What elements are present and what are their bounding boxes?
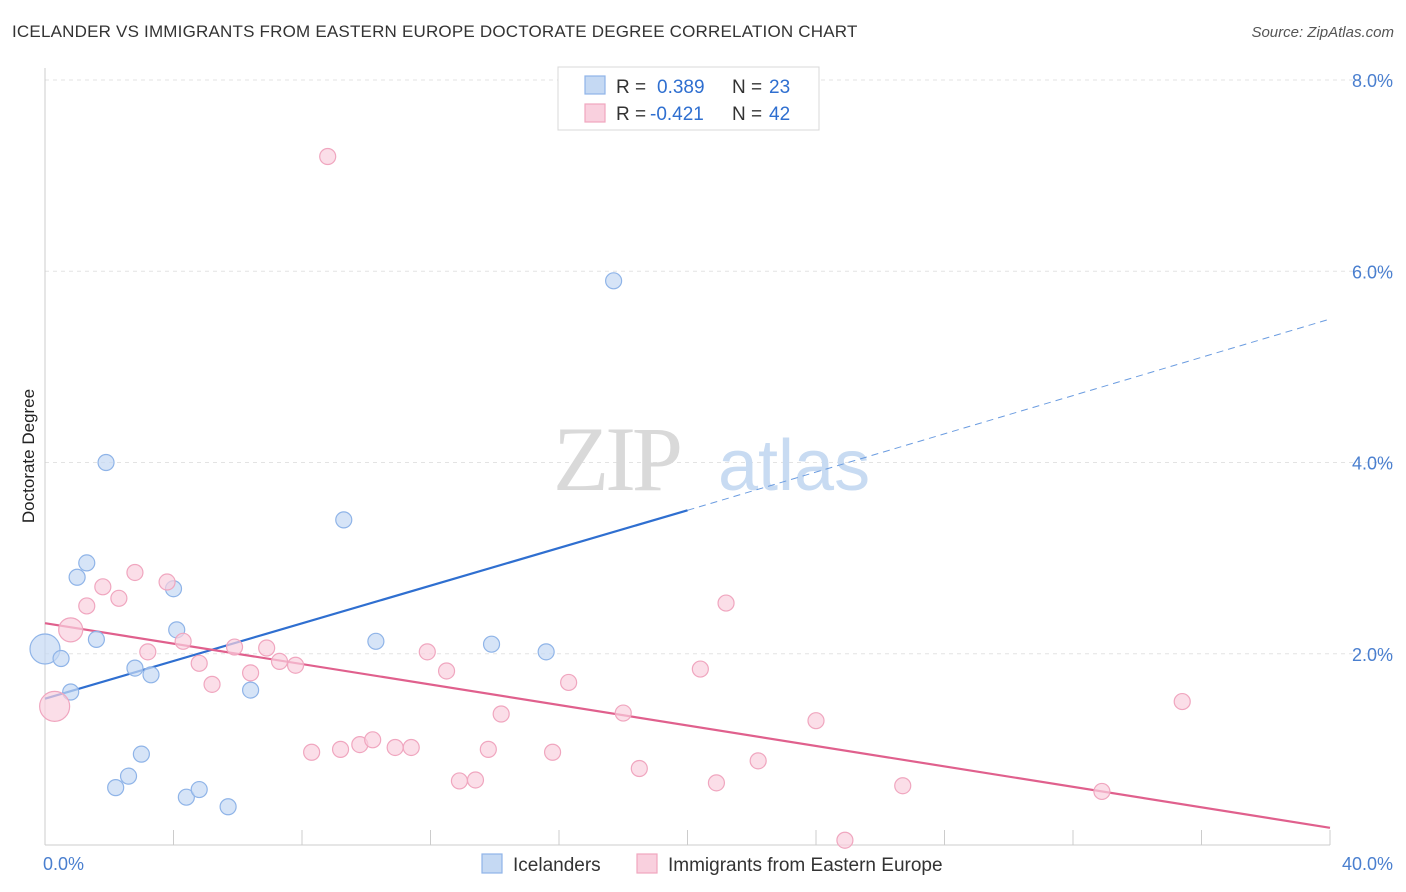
axes: [44, 68, 1331, 846]
bottom-legend-swatch-icelanders: [481, 853, 503, 874]
point-immigrants-35: [717, 594, 735, 612]
y-tick-label-2: 6.0%: [1352, 262, 1393, 282]
point-icelanders-16: [219, 798, 237, 816]
point-icelanders-6: [97, 453, 115, 472]
trend-line-immigrants: [44, 622, 1331, 829]
point-immigrants-38: [836, 831, 854, 849]
top-legend: R = 0.389 N = 23 R = -0.421 N = 42: [557, 66, 820, 131]
point-immigrants-18: [331, 740, 350, 758]
point-icelanders-3: [68, 568, 86, 586]
data-points: [29, 147, 1191, 849]
point-icelanders-8: [119, 767, 138, 785]
point-immigrants-15: [286, 656, 305, 674]
y-axis-title: Doctorate Degree: [19, 389, 38, 523]
trend-lines: [44, 318, 1331, 829]
point-icelanders-5: [87, 630, 106, 649]
point-immigrants-7: [158, 573, 176, 591]
point-icelanders-14: [177, 788, 195, 806]
point-immigrants-16: [303, 743, 321, 761]
point-immigrants-25: [450, 772, 469, 790]
point-immigrants-41: [1173, 692, 1191, 711]
point-immigrants-8: [174, 632, 192, 650]
watermark-zip: ZIP: [553, 408, 680, 510]
legend-r-label-2: R =: [616, 104, 646, 125]
point-icelanders-18: [335, 511, 353, 529]
point-immigrants-6: [139, 643, 157, 661]
point-immigrants-2: [78, 597, 96, 615]
legend-r-label-1: R =: [616, 77, 646, 98]
bottom-legend-label-immigrants: Immigrants from Eastern Europe: [668, 855, 943, 876]
point-immigrants-10: [203, 675, 221, 693]
point-immigrants-22: [402, 738, 420, 757]
point-immigrants-39: [894, 777, 912, 795]
legend-swatch-icelanders: [584, 75, 606, 95]
point-icelanders-22: [605, 272, 623, 290]
point-icelanders-10: [132, 745, 150, 763]
bottom-legend: Icelanders Immigrants from Eastern Europ…: [481, 853, 943, 876]
point-immigrants-28: [492, 705, 510, 723]
y-tick-label-1: 4.0%: [1352, 454, 1393, 474]
point-immigrants-9: [190, 654, 208, 672]
bottom-legend-label-icelanders: Icelanders: [513, 855, 601, 876]
point-immigrants-30: [560, 673, 578, 692]
chart-title: ICELANDER VS IMMIGRANTS FROM EASTERN EUR…: [12, 22, 858, 41]
point-immigrants-12: [242, 664, 260, 682]
point-immigrants-13: [258, 639, 276, 657]
point-immigrants-31: [614, 704, 632, 722]
point-icelanders-20: [482, 635, 501, 653]
point-immigrants-23: [418, 643, 436, 661]
point-immigrants-40: [1093, 782, 1111, 801]
point-immigrants-21: [386, 738, 404, 757]
watermark: ZIP atlas: [553, 408, 870, 510]
legend-r-value-2: -0.421: [650, 104, 704, 125]
legend-n-label-1: N =: [732, 77, 762, 98]
point-immigrants-20: [364, 731, 382, 749]
point-icelanders-19: [367, 632, 385, 650]
point-immigrants-4: [110, 589, 128, 607]
legend-n-value-2: 42: [769, 104, 790, 125]
trend-line-icelanders-projection: [687, 318, 1331, 511]
point-immigrants-29: [543, 743, 562, 761]
y-tick-label-3: 8.0%: [1352, 71, 1393, 91]
chart-source: Source: ZipAtlas.com: [1251, 24, 1394, 41]
point-immigrants-26: [466, 771, 485, 789]
point-icelanders-7: [107, 779, 125, 797]
point-icelanders-9: [126, 659, 144, 677]
point-icelanders-1: [52, 649, 70, 668]
point-immigrants-17: [319, 147, 337, 166]
point-immigrants-24: [437, 662, 456, 680]
point-icelanders-11: [142, 666, 160, 684]
point-immigrants-5: [126, 563, 144, 582]
x-tick-label-0: 0.0%: [43, 854, 84, 874]
y-tick-label-0: 2.0%: [1352, 645, 1393, 665]
point-immigrants-32: [630, 759, 648, 778]
legend-n-label-2: N =: [732, 104, 762, 125]
point-immigrants-11: [225, 638, 244, 656]
point-immigrants-34: [707, 774, 726, 792]
point-icelanders-17: [242, 681, 260, 699]
point-icelanders-0: [29, 633, 61, 665]
point-immigrants-3: [94, 578, 112, 596]
point-immigrants-37: [807, 712, 825, 730]
point-immigrants-36: [749, 752, 767, 770]
point-icelanders-2: [62, 683, 80, 701]
legend-n-value-1: 23: [769, 77, 790, 98]
watermark-atlas: atlas: [718, 426, 870, 506]
point-icelanders-15: [190, 780, 208, 799]
x-tick-label-1: 40.0%: [1342, 854, 1393, 874]
legend-swatch-immigrants: [584, 103, 606, 123]
point-icelanders-4: [78, 554, 96, 572]
point-immigrants-33: [691, 660, 709, 678]
point-immigrants-27: [479, 740, 497, 758]
bottom-legend-swatch-immigrants: [636, 853, 658, 874]
point-immigrants-0: [39, 690, 71, 722]
point-immigrants-14: [270, 652, 289, 671]
point-icelanders-21: [537, 643, 555, 661]
legend-r-value-1: 0.389: [657, 77, 705, 98]
tick-labels: 2.0% 4.0% 6.0% 8.0% 0.0% 40.0%: [43, 71, 1393, 874]
gridlines: [45, 79, 1393, 655]
point-immigrants-1: [58, 617, 84, 643]
